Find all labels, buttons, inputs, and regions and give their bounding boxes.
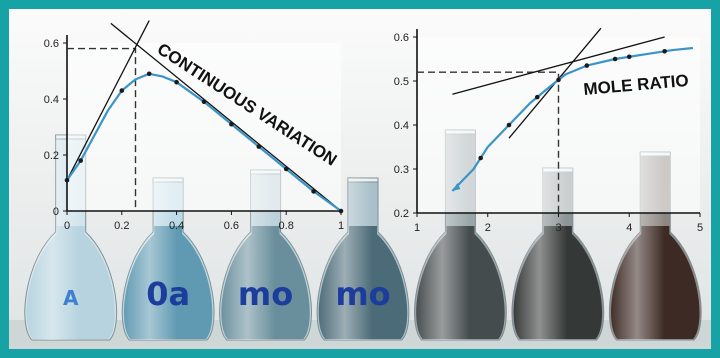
x-tick-label: 1 [414,222,420,234]
data-point [626,54,632,60]
tangent-line [110,22,342,212]
intersection-guide-lines [417,71,560,213]
series-line [66,72,342,212]
tangent-line [66,20,150,181]
plot-area [67,43,341,211]
series-arrowhead [452,183,461,191]
x-tick-label: 0.4 [169,220,184,232]
plot-area [417,37,700,213]
y-tick-label: 0.4 [394,120,409,132]
data-point [64,177,70,183]
x-tick-label: 3 [555,222,561,234]
y-tick-label: 0.2 [44,150,59,162]
flask: A [24,134,118,341]
x-tick-label: 5 [697,222,703,234]
x-tick-label: 0.6 [224,220,239,232]
y-tick-label: 0.5 [394,76,409,88]
data-point [662,49,667,54]
flask [511,167,605,341]
data-point [556,77,561,83]
data-point [534,94,540,100]
flask-shine [609,152,702,340]
flask-shine [414,130,507,340]
x-tick-label: 0.2 [114,220,129,232]
mole-ratio-chart: 1 2 3 4 50.20.30.40.50.6 MOLE RATIO [394,27,703,234]
continuous-variation-chart: 0 0.2 0.4 0.6 0.8 100.20.40.6 CONTINUOUS VARI… [44,20,344,232]
data-point [229,121,234,127]
y-tick-label: 0.4 [44,94,59,106]
flask: mo [316,177,410,341]
y-tick-label: 0.3 [394,164,409,176]
data-point [506,122,512,128]
flask-shine [219,170,312,340]
flask-label: mo [238,275,293,313]
data-point [311,189,316,194]
data-point [338,208,344,214]
data-point [146,71,152,77]
flask-shine [24,135,117,340]
x-tick-label: 0.8 [279,220,294,232]
data-point [119,88,125,93]
y-tick-label: 0.6 [394,32,409,44]
data-point [201,99,207,105]
data-point [584,63,590,68]
data-point [256,144,262,149]
x-tick-label: 1 [338,220,344,232]
x-tick-label: 0 [64,220,70,232]
y-tick-label: 0.6 [44,38,59,50]
data-point [283,166,289,172]
data-point [174,79,179,85]
flask-shine [317,178,409,340]
x-tick-label: 4 [626,222,632,234]
flask-label: mo [335,275,390,313]
flask-shine [122,178,215,340]
y-tick-label: 0 [53,206,59,218]
data-point [478,155,483,161]
y-tick-label: 0.2 [394,208,409,220]
data-point [612,56,618,62]
flask-label: 0a [146,275,190,313]
x-tick-label: 2 [485,222,491,234]
flask-row: A 0a mo mo [24,129,702,341]
flask: mo [219,169,312,341]
flask-shine [511,168,604,340]
tangent-line [452,36,665,95]
data-point [78,158,83,163]
flask [414,129,507,341]
flask [608,151,702,341]
flask-label: A [63,286,79,310]
